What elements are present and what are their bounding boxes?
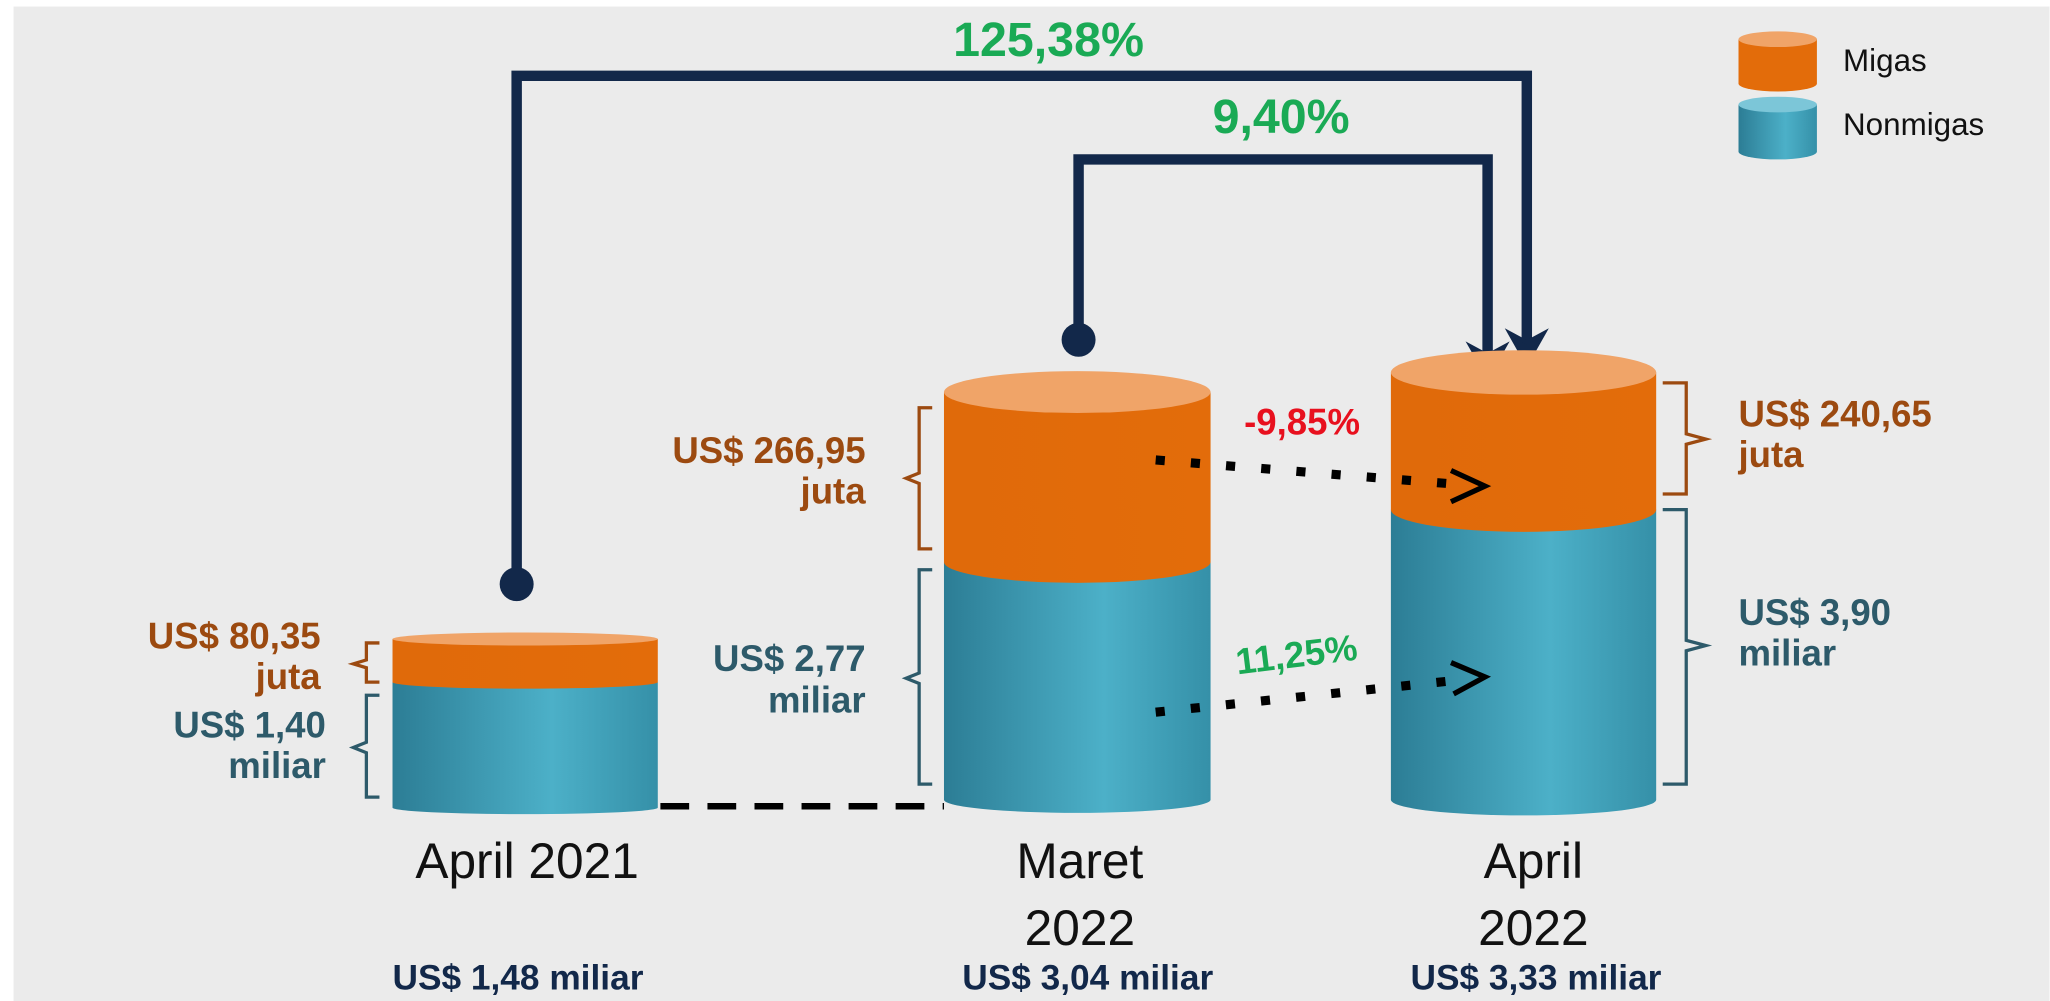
migas-value: US$ 240,65 (1739, 394, 1932, 435)
connector-dot (499, 567, 534, 602)
migas-value: US$ 266,95 (672, 430, 865, 471)
change-label: -9,85% (1244, 401, 1360, 442)
period-label: 2022 (1025, 900, 1135, 956)
cylinder (943, 371, 1211, 813)
period-label: Maret (1016, 833, 1143, 889)
legend: Migas Nonmigas (1738, 31, 1984, 160)
brace (1662, 508, 1713, 786)
migas-value: US$ 80,35 (148, 616, 321, 657)
arrow-head (1449, 660, 1492, 697)
period-label: 2022 (1478, 900, 1588, 956)
legend-label: Migas (1843, 43, 1927, 78)
growth-label: 9,40% (1213, 90, 1350, 144)
brace (901, 406, 933, 551)
total-label: US$ 3,04 miliar (962, 958, 1213, 997)
brace (347, 641, 380, 684)
period-label: April (1484, 833, 1583, 889)
migas-unit: juta (255, 656, 322, 697)
connector (1073, 154, 1493, 356)
connector (511, 70, 1533, 585)
cylinder (392, 632, 658, 815)
connector-dot (1061, 322, 1096, 357)
migas-unit: juta (800, 471, 867, 512)
cylinder (1390, 350, 1657, 816)
brace (901, 568, 933, 786)
brace (348, 693, 380, 799)
total-label: US$ 1,48 miliar (392, 958, 643, 997)
period-label: April 2021 (415, 833, 639, 889)
nonmigas-unit: miliar (768, 680, 866, 721)
nonmigas-value: US$ 1,40 (173, 705, 326, 746)
legend-label: Nonmigas (1843, 107, 1984, 142)
growth-label: 125,38% (953, 13, 1144, 67)
brace (1662, 381, 1713, 496)
nonmigas-value: US$ 2,77 (713, 638, 866, 679)
total-label: US$ 3,33 miliar (1410, 958, 1661, 997)
nonmigas-unit: miliar (1739, 633, 1837, 674)
arrow-head (1449, 468, 1492, 505)
nonmigas-value: US$ 3,90 (1739, 592, 1892, 633)
nonmigas-unit: miliar (228, 745, 326, 786)
migas-unit: juta (1738, 434, 1805, 475)
